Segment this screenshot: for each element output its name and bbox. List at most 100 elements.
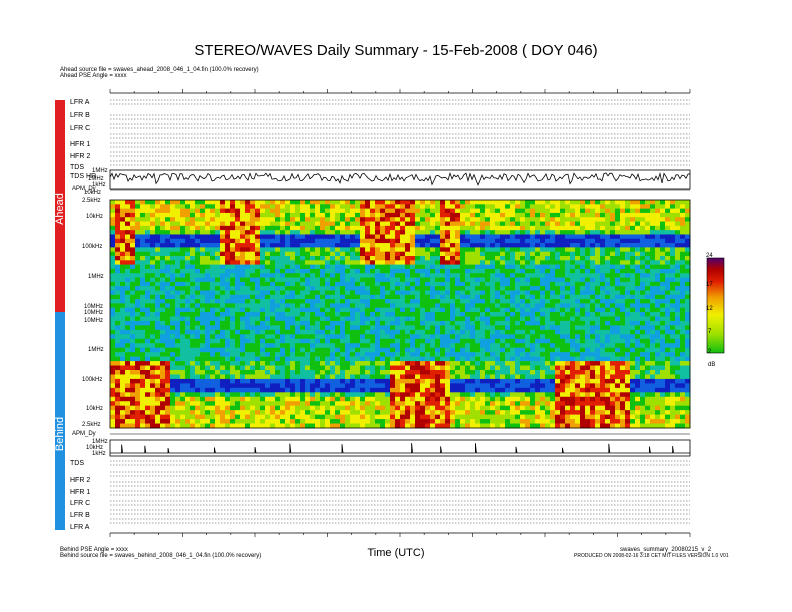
spectrogram-cell (125, 347, 131, 353)
spectrogram-cell (340, 370, 346, 375)
spectrogram-cell (540, 243, 546, 248)
spectrogram-cell (130, 343, 136, 348)
spectrogram-cell (270, 347, 276, 353)
spectrogram-cell (180, 251, 186, 257)
spectrogram-cell (505, 374, 511, 380)
spectrogram-cell (145, 286, 151, 291)
spectrogram-cell (160, 260, 166, 265)
spectrogram-cell (585, 217, 591, 222)
spectrogram-cell (260, 303, 266, 308)
spectrogram-cell (390, 303, 396, 308)
spectrogram-cell (495, 243, 501, 248)
spectrogram-cell (145, 238, 151, 244)
spectrogram-cell (345, 307, 351, 313)
spectrogram-cell (560, 347, 566, 353)
spectrogram-cell (430, 212, 436, 218)
spectrogram-cell (235, 251, 241, 257)
spectrogram-cell (335, 277, 341, 283)
spectrogram-cell (365, 378, 371, 384)
spectrogram-cell (570, 303, 576, 308)
spectrogram-cell (470, 361, 476, 366)
spectrogram-cell (585, 251, 591, 257)
spectrogram-cell (655, 338, 661, 344)
spectrogram-cell (625, 378, 631, 384)
spectrogram-cell (590, 316, 596, 322)
spectrogram-cell (590, 230, 596, 235)
spectrogram-cell (260, 374, 266, 380)
spectrogram-cell (625, 299, 631, 304)
spectrogram-cell (475, 370, 481, 375)
spectrogram-cell (170, 264, 176, 270)
spectrogram-cell (450, 204, 456, 209)
spectrogram-cell (475, 334, 481, 340)
spectrogram-cell (435, 343, 441, 348)
spectrogram-cell (200, 365, 206, 371)
spectrogram-cell (595, 299, 601, 304)
spectrogram-cell (190, 200, 196, 205)
spectrogram-cell (635, 347, 641, 353)
spectrogram-cell (625, 212, 631, 218)
spectrogram-cell (405, 378, 411, 384)
spectrogram-cell (340, 343, 346, 348)
spectrogram-cell (565, 352, 571, 357)
spectrogram-cell (260, 370, 266, 375)
spectrogram-cell (365, 281, 371, 287)
spectrogram-cell (130, 294, 136, 300)
spectrogram-cell (465, 370, 471, 375)
spectrogram-cell (190, 247, 196, 252)
spectrogram-cell (410, 320, 416, 326)
spectrogram-cell (600, 286, 606, 291)
spectrogram-cell (250, 234, 256, 240)
spectrogram-cell (275, 247, 281, 252)
spectrogram-cell (515, 325, 521, 331)
spectrogram-cell (540, 247, 546, 252)
spectrogram-cell (560, 273, 566, 278)
spectrogram-cell (110, 247, 116, 252)
spectrogram-cell (375, 338, 381, 344)
spectrogram-cell (135, 268, 141, 274)
spectrogram-cell (240, 338, 246, 344)
spectrogram-cell (175, 365, 181, 371)
spectrogram-cell (645, 325, 651, 331)
spectrogram-cell (240, 286, 246, 291)
spectrogram-cell (395, 247, 401, 252)
spectrogram-cell (235, 307, 241, 313)
spectrogram-cell (395, 212, 401, 218)
spectrogram-cell (140, 343, 146, 348)
spectrogram-cell (110, 221, 116, 227)
spectrogram-cell (580, 273, 586, 278)
spectrogram-cell (380, 217, 386, 222)
spectrogram-cell (130, 370, 136, 375)
spectrogram-cell (610, 316, 616, 322)
spectrogram-cell (595, 208, 601, 214)
spectrogram-cell (400, 247, 406, 252)
spectrogram-cell (575, 378, 581, 384)
spectrogram-cell (390, 294, 396, 300)
spectrogram-cell (235, 303, 241, 308)
spectrogram-cell (520, 307, 526, 313)
spectrogram-cell (615, 264, 621, 270)
spectrogram-cell (310, 299, 316, 304)
spectrogram-cell (585, 312, 591, 317)
spectrogram-cell (150, 316, 156, 322)
spectrogram-cell (420, 251, 426, 257)
spectrogram-cell (110, 212, 116, 218)
spectrogram-cell (645, 217, 651, 222)
spectrogram-cell (650, 329, 656, 335)
spectrogram-cell (235, 273, 241, 278)
spectrogram-cell (360, 273, 366, 278)
spectrogram-cell (540, 299, 546, 304)
spectrogram-cell (610, 343, 616, 348)
spectrogram-cell (340, 320, 346, 326)
spectrogram-cell (160, 204, 166, 209)
spectrogram-cell (335, 290, 341, 296)
spectrogram-cell (680, 243, 686, 248)
spectrogram-cell (265, 208, 271, 214)
spectrogram-cell (510, 256, 516, 261)
spectrogram-cell (185, 264, 191, 270)
spectrogram-cell (160, 256, 166, 261)
spectrogram-cell (660, 208, 666, 214)
spectrogram-cell (395, 230, 401, 235)
spectrogram-cell (110, 268, 116, 274)
